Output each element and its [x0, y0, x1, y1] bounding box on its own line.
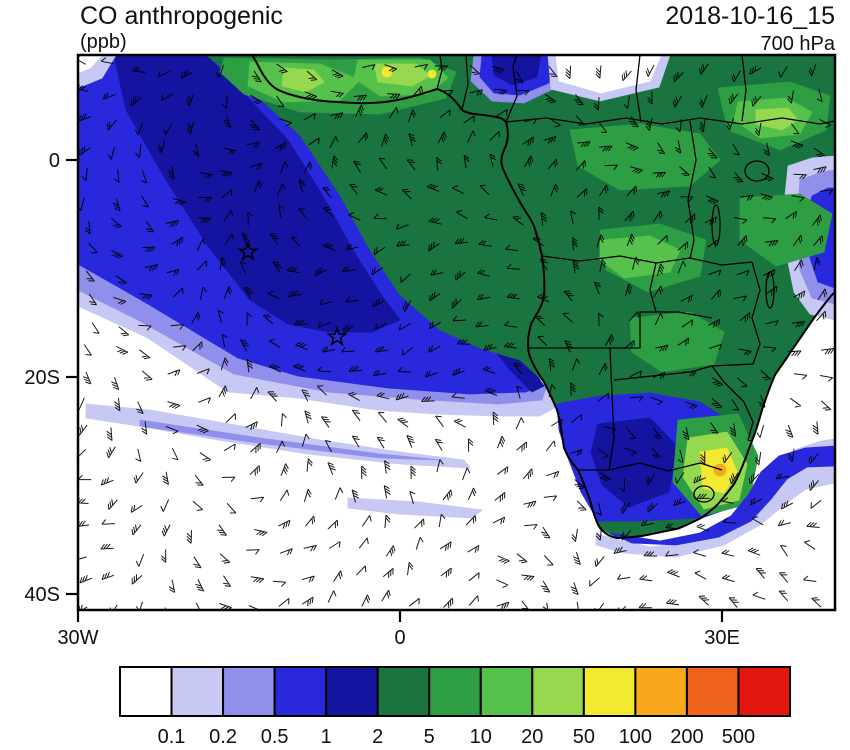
colorbar-tick-label: 500: [722, 726, 755, 748]
lake-outline: [711, 204, 721, 246]
station-star: [326, 325, 348, 347]
colorbar-cell: [119, 666, 173, 717]
colorbar-cell: [376, 666, 431, 717]
contour-region: [609, 445, 835, 546]
colorbar-cell: [428, 666, 482, 717]
wind-barb-field: [78, 55, 835, 610]
colorbar-tick-label: 0.1: [158, 726, 186, 748]
plot-pressure-level: 700 hPa: [760, 33, 835, 55]
plot-datetime: 2018-10-16_15: [665, 2, 835, 30]
border-path: [693, 485, 715, 503]
contour-region: [555, 55, 662, 94]
colorbar: 0.1 0.2 0.5 1 2 5 10 20 50 100 200 500: [119, 666, 792, 748]
colorbar-tick-label: 0.2: [209, 726, 237, 748]
colorbar-cell: [325, 666, 379, 717]
colorbar-cell: [531, 666, 585, 717]
station-star-markers: [237, 240, 348, 347]
border-path: [711, 365, 754, 442]
colorbar-cell: [685, 666, 740, 717]
lake-outline: [744, 160, 770, 182]
colorbar-tick-label: 5: [424, 726, 435, 748]
border-path: [608, 347, 615, 471]
contour-region: [347, 497, 483, 519]
colorbar-cell: [170, 666, 225, 717]
colorbar-cell: [273, 666, 328, 717]
contour-region: [590, 417, 678, 508]
contour-region: [78, 55, 103, 74]
wind-barbs: [78, 55, 835, 610]
border-path: [649, 262, 657, 313]
plot-units-label: (ppb): [80, 31, 127, 53]
border-path: [687, 120, 697, 260]
contour-region: [739, 193, 833, 267]
border-path: [613, 365, 713, 381]
lat-tick-label: 20S: [24, 367, 60, 389]
contour-region: [629, 311, 725, 373]
colorbar-cell: [634, 666, 688, 717]
border-path: [436, 55, 443, 90]
colorbar-cell: [222, 666, 276, 717]
country-borders: [436, 55, 835, 503]
colorbar-tick-label: 2: [372, 726, 383, 748]
contour-region: [113, 55, 401, 333]
contour-region: [281, 67, 325, 93]
lat-tick-label: 40S: [24, 584, 60, 606]
map-color-shading: [78, 55, 835, 610]
border-path: [635, 55, 642, 123]
contour-region: [427, 69, 437, 79]
map-frame-border: [76, 53, 837, 612]
colorbar-tick-label: 10: [470, 726, 492, 748]
contour-region: [85, 403, 471, 469]
axis-ticks-and-labels: 0 20S 40S 30W 0 30E: [24, 150, 739, 649]
contour-region: [381, 66, 393, 78]
plot-title: CO anthropogenic: [80, 2, 283, 30]
station-star: [237, 240, 259, 262]
border-path: [461, 55, 469, 111]
contour-region: [139, 419, 443, 461]
lon-tick-label: 30E: [704, 627, 740, 649]
lon-tick-label: 0: [394, 627, 405, 649]
colorbar-tick-label: 0.5: [261, 726, 289, 748]
border-path: [608, 462, 723, 472]
colorbar-tick-label: 50: [573, 726, 595, 748]
colorbar-tick-label: 20: [521, 726, 543, 748]
coastline-path: [251, 55, 835, 539]
border-path: [505, 55, 518, 123]
colorbar-tick-label: 100: [619, 726, 652, 748]
colorbar-cell: [479, 666, 534, 717]
colorbar-cell: [737, 666, 792, 717]
colorbar-tick-label: 200: [670, 726, 703, 748]
colorbar-tick-label: 1: [321, 726, 332, 748]
border-path: [741, 55, 747, 122]
lon-tick-label: 30W: [57, 627, 98, 649]
lat-tick-label: 0: [49, 150, 60, 172]
border-path: [529, 311, 713, 349]
coastline: [251, 55, 835, 539]
contour-region: [491, 55, 542, 86]
colorbar-cell: [582, 666, 637, 717]
border-path: [711, 261, 761, 367]
